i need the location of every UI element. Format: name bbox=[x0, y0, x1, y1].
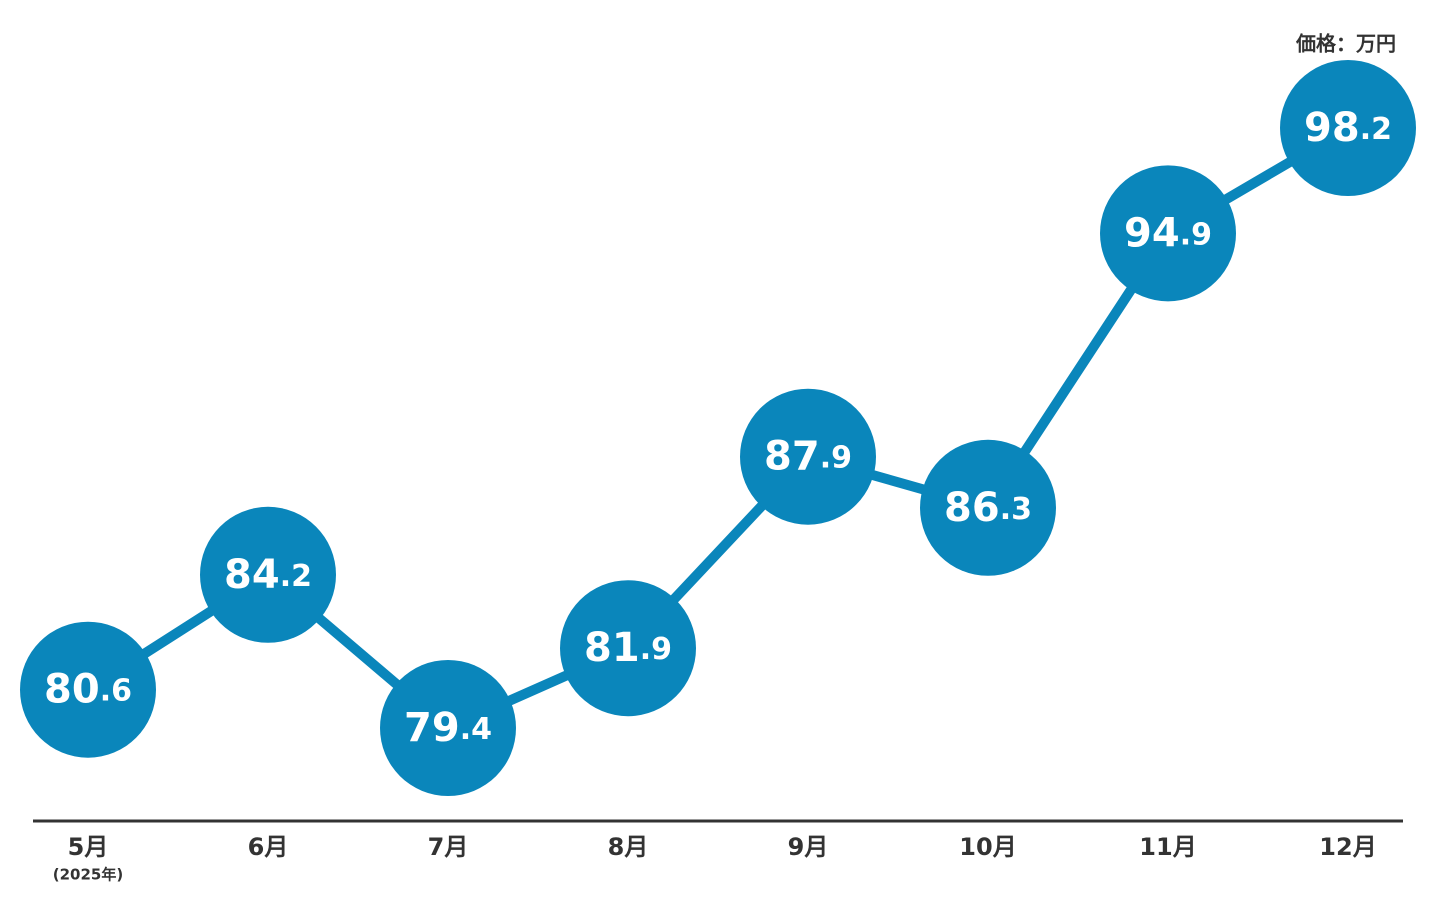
point bbox=[200, 506, 336, 643]
x-tick-label: 11月 bbox=[1139, 833, 1196, 861]
x-tick-label: 12月 bbox=[1319, 833, 1376, 861]
data-label: 84.2 bbox=[224, 552, 312, 598]
data-label: 87.9 bbox=[764, 434, 852, 480]
x-tick-label: 10月 bbox=[959, 833, 1016, 861]
data-label: 94.9 bbox=[1124, 210, 1212, 256]
x-tick-label: 8月 bbox=[608, 833, 649, 861]
point bbox=[1100, 165, 1236, 302]
x-tick-label: 7月 bbox=[428, 833, 469, 861]
data-label: 98.2 bbox=[1304, 105, 1392, 151]
point bbox=[560, 580, 696, 717]
data-label: 81.9 bbox=[584, 625, 672, 671]
y-axis-label: 価格：万円 bbox=[1295, 32, 1396, 56]
x-tick-label: 5月 bbox=[68, 833, 109, 861]
data-label: 79.4 bbox=[404, 705, 492, 751]
point bbox=[380, 660, 516, 796]
point bbox=[740, 388, 876, 525]
data-label: 80.6 bbox=[44, 667, 132, 713]
point bbox=[20, 621, 156, 758]
x-tick-label: 9月 bbox=[788, 833, 829, 861]
point bbox=[1280, 60, 1416, 196]
data-label: 86.3 bbox=[944, 485, 1032, 531]
x-tick-label: 6月 bbox=[248, 833, 289, 861]
point bbox=[920, 439, 1056, 576]
category-note: (2025年) bbox=[53, 866, 123, 884]
